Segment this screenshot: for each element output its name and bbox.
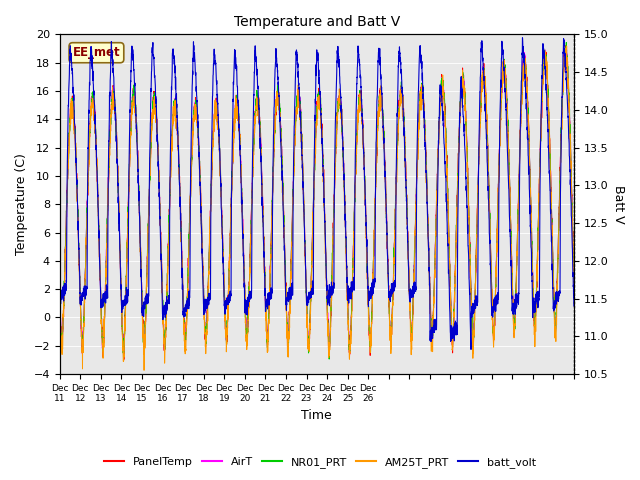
Title: Temperature and Batt V: Temperature and Batt V [234, 15, 400, 29]
Legend: PanelTemp, AirT, NR01_PRT, AM25T_PRT, batt_volt: PanelTemp, AirT, NR01_PRT, AM25T_PRT, ba… [100, 452, 540, 472]
Text: EE_met: EE_met [72, 46, 120, 59]
X-axis label: Time: Time [301, 409, 332, 422]
Y-axis label: Batt V: Batt V [612, 185, 625, 224]
Y-axis label: Temperature (C): Temperature (C) [15, 153, 28, 255]
